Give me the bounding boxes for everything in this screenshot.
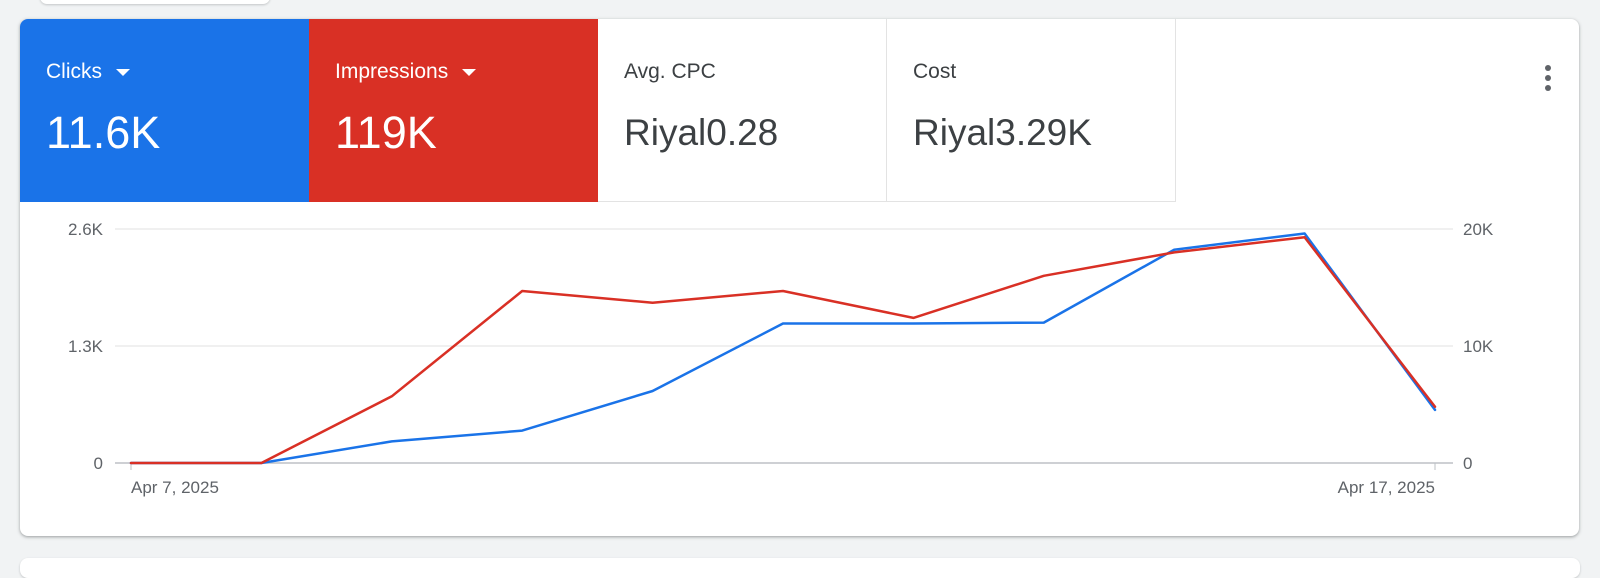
next-card-edge: [20, 558, 1580, 578]
x-axis-tick-label: Apr 7, 2025: [131, 478, 219, 497]
metric-value: Riyal3.29K: [913, 112, 1092, 153]
metric-label: Avg. CPC: [624, 60, 716, 83]
line-chart: 0 0 1.3K 10K 2.6K 20K Apr 7, 2025 Apr 17, 2025: [68, 220, 1494, 497]
dropdown-caret-icon[interactable]: [116, 68, 130, 76]
metric-value: 11.6K: [46, 107, 161, 158]
left-axis-tick-label: 1.3K: [68, 337, 104, 356]
metric-tile-avg-cpc[interactable]: Avg. CPC Riyal0.28: [598, 19, 887, 202]
right-axis-tick-label: 0: [1463, 454, 1472, 473]
metric-tile-cost[interactable]: Cost Riyal3.29K: [887, 19, 1176, 202]
metric-label: Cost: [913, 60, 957, 83]
right-axis-tick-label: 20K: [1463, 220, 1494, 239]
metric-label: Impressions: [335, 60, 449, 83]
metric-tiles: Clicks 11.6K Impressions 119K Avg. CPC R…: [20, 19, 1176, 202]
more-vert-icon[interactable]: [1536, 63, 1560, 93]
series-line-clicks: [129, 232, 1437, 465]
series-line-impressions: [129, 235, 1437, 465]
metric-value: 119K: [335, 107, 437, 158]
right-axis-tick-label: 10K: [1463, 337, 1494, 356]
dropdown-caret-icon[interactable]: [462, 68, 477, 76]
metric-label: Clicks: [46, 60, 102, 83]
performance-chart-card: Clicks 11.6K Impressions 119K Avg. CPC R…: [20, 19, 1579, 536]
left-axis-tick-label: 0: [94, 454, 103, 473]
previous-card-edge: [40, 0, 270, 4]
left-axis-tick-label: 2.6K: [68, 220, 104, 239]
metric-value: Riyal0.28: [624, 112, 779, 153]
metric-tile-clicks[interactable]: Clicks 11.6K: [20, 19, 309, 202]
x-axis-tick-label: Apr 17, 2025: [1338, 478, 1435, 497]
metric-tile-impressions[interactable]: Impressions 119K: [309, 19, 598, 202]
